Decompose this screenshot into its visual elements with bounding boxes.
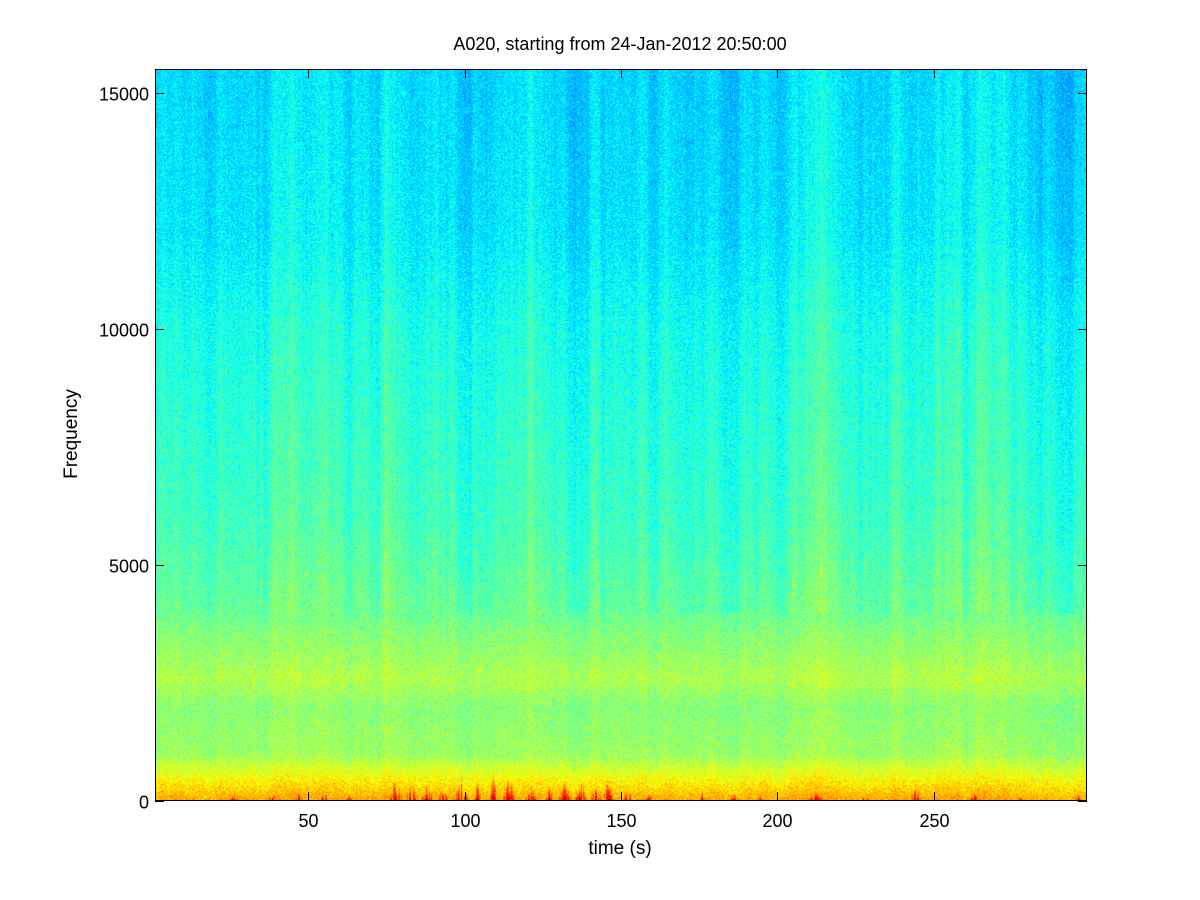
y-tick-label: 10000 xyxy=(99,321,149,341)
y-axis: 0 5000 10000 15000 xyxy=(99,85,1087,813)
chart-title: A020, starting from 24-Jan-2012 20:50:00 xyxy=(453,34,786,54)
x-axis: 50 100 150 200 250 xyxy=(298,69,950,831)
y-axis-label: Frequency xyxy=(61,389,82,479)
y-tick-label: 5000 xyxy=(109,557,149,577)
plot-area xyxy=(155,69,1087,801)
x-tick-label: 200 xyxy=(762,811,792,831)
heatmap-canvas-wrapper xyxy=(155,69,1087,801)
spectrogram-heatmap xyxy=(155,69,1087,801)
x-tick-label: 100 xyxy=(450,811,480,831)
y-tick-label: 0 xyxy=(139,793,149,813)
x-tick-label: 50 xyxy=(298,811,318,831)
x-axis-label: time (s) xyxy=(588,838,651,859)
x-tick-label: 150 xyxy=(606,811,636,831)
x-tick-label: 250 xyxy=(919,811,949,831)
y-tick-label: 15000 xyxy=(99,85,149,105)
